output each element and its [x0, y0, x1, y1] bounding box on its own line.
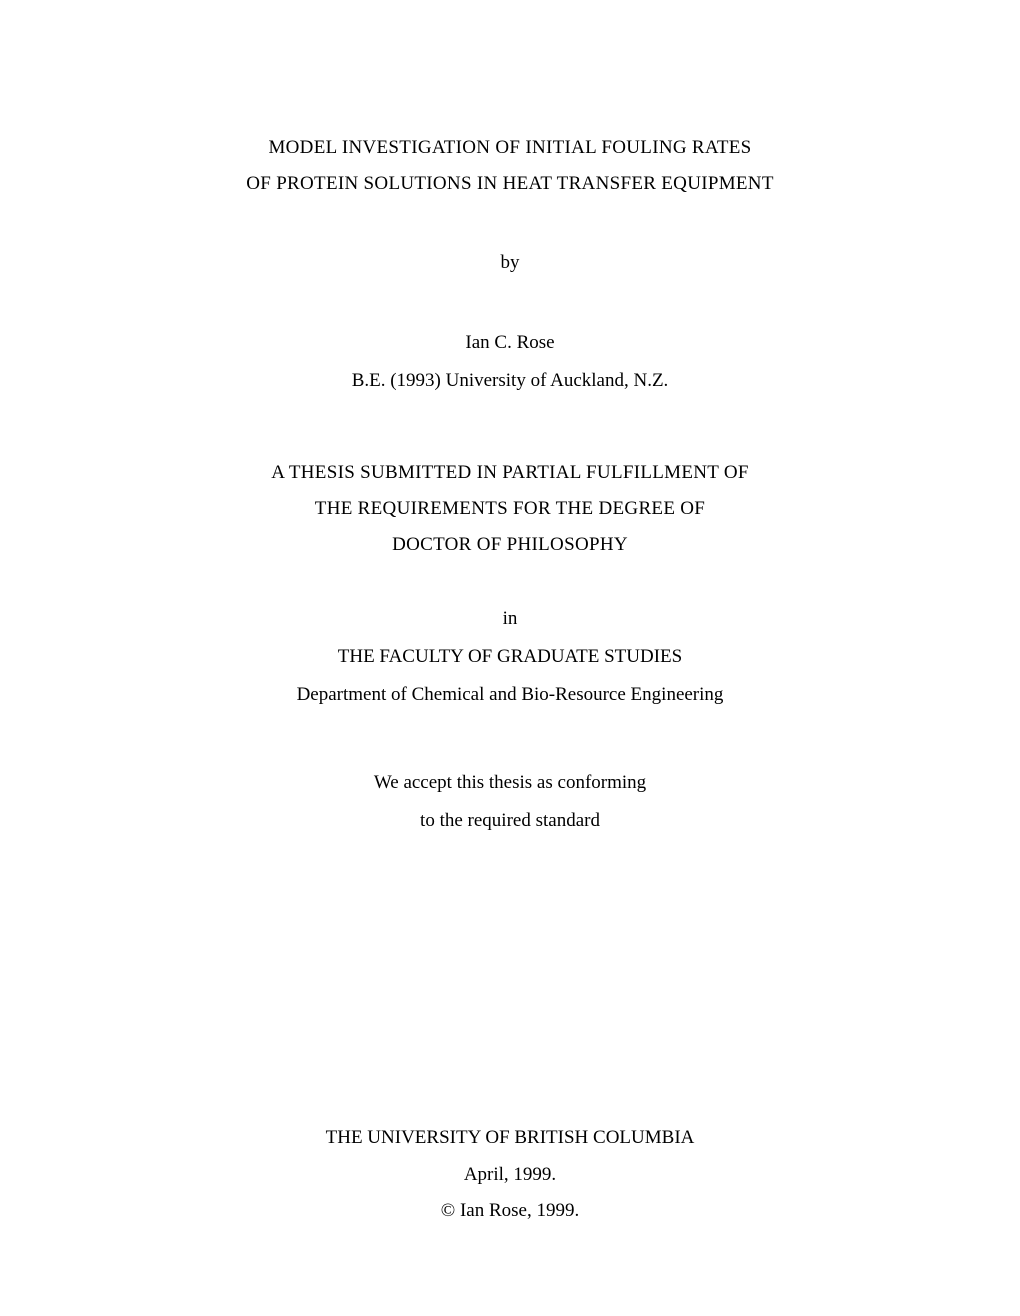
faculty-name: THE FACULTY OF GRADUATE STUDIES — [297, 638, 724, 676]
submission-line-3: DOCTOR OF PHILOSOPHY — [271, 527, 749, 563]
author-degree: B.E. (1993) University of Auckland, N.Z. — [352, 362, 669, 400]
thesis-title-block: MODEL INVESTIGATION OF INITIAL FOULING R… — [246, 130, 773, 202]
acceptance-line-2: to the required standard — [374, 802, 646, 840]
acceptance-line-1: We accept this thesis as conforming — [374, 764, 646, 802]
thesis-title-line-1: MODEL INVESTIGATION OF INITIAL FOULING R… — [246, 130, 773, 166]
by-label: by — [501, 252, 520, 274]
author-name: Ian C. Rose — [352, 324, 669, 362]
copyright-notice: © Ian Rose, 1999. — [326, 1193, 695, 1229]
submission-line-2: THE REQUIREMENTS FOR THE DEGREE OF — [271, 491, 749, 527]
university-name: THE UNIVERSITY OF BRITISH COLUMBIA — [326, 1120, 695, 1156]
faculty-block: THE FACULTY OF GRADUATE STUDIES Departme… — [297, 638, 724, 714]
in-label: in — [503, 608, 518, 630]
department-name: Department of Chemical and Bio-Resource … — [297, 676, 724, 714]
submission-line-1: A THESIS SUBMITTED IN PARTIAL FULFILLMEN… — [271, 455, 749, 491]
thesis-title-page: MODEL INVESTIGATION OF INITIAL FOULING R… — [0, 0, 1020, 1316]
footer-block: THE UNIVERSITY OF BRITISH COLUMBIA April… — [326, 1120, 695, 1228]
submission-date: April, 1999. — [326, 1157, 695, 1193]
thesis-title-line-2: OF PROTEIN SOLUTIONS IN HEAT TRANSFER EQ… — [246, 166, 773, 202]
submission-block: A THESIS SUBMITTED IN PARTIAL FULFILLMEN… — [271, 455, 749, 563]
acceptance-block: We accept this thesis as conforming to t… — [374, 764, 646, 840]
author-block: Ian C. Rose B.E. (1993) University of Au… — [352, 324, 669, 400]
